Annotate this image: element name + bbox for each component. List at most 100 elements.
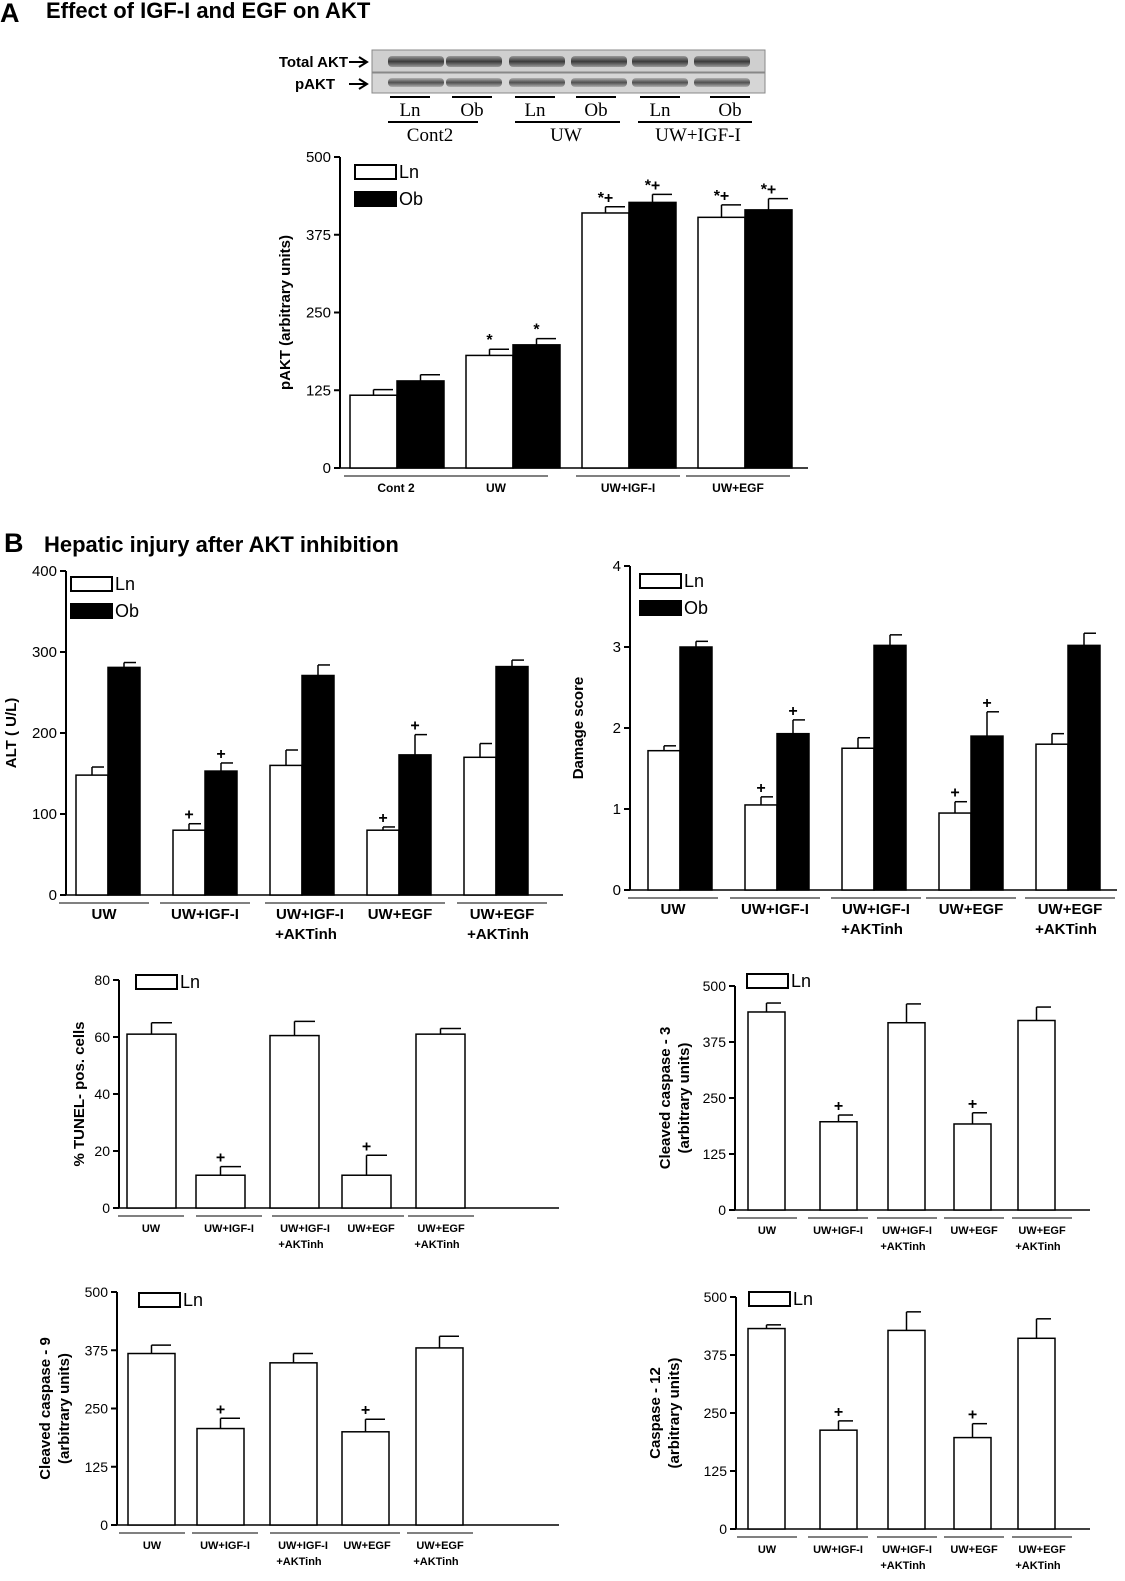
category-label: UW+IGF-I — [882, 1225, 932, 1237]
y-axis-label: Cleaved caspase - 9 — [37, 1337, 54, 1480]
bar-ln — [196, 1427, 245, 1526]
category-label: +AKTinh — [275, 926, 337, 943]
bar-ob — [301, 674, 335, 896]
category-label: UW+IGF-I — [280, 1223, 330, 1235]
category-label: +AKTinh — [841, 921, 903, 938]
bar-ln — [747, 1011, 786, 1211]
y-tick-label: 4 — [613, 558, 621, 575]
category-label: UW+IGF-I — [276, 906, 344, 923]
bar-ln — [647, 749, 681, 891]
legend-label: Ob — [684, 598, 708, 618]
category-label: +AKTinh — [278, 1239, 324, 1251]
legend-swatch-ob — [354, 191, 397, 207]
legend-swatch-ln — [746, 973, 789, 989]
bar-ob — [107, 666, 141, 896]
significance-mark: + — [968, 1096, 977, 1113]
category-label: +AKTinh — [1015, 1241, 1061, 1253]
bar-ln — [269, 1362, 318, 1526]
blot-lane-label: Ob — [584, 100, 607, 121]
legend-label: Ln — [399, 162, 419, 182]
significance-mark: + — [184, 807, 193, 824]
y-tick-label: 0 — [100, 1517, 108, 1533]
arrow-icon — [349, 78, 369, 90]
significance-mark: + — [834, 1098, 843, 1115]
bar-ln — [841, 747, 875, 891]
y-tick-label: 500 — [703, 978, 727, 994]
category-label: UW+EGF — [417, 1223, 465, 1235]
y-tick-label: 0 — [719, 1521, 727, 1537]
significance-mark: + — [410, 718, 419, 735]
category-label: Cont 2 — [377, 481, 415, 495]
legend-swatch-ln — [748, 1291, 791, 1307]
legend-label: Ln — [793, 1289, 813, 1309]
y-tick-label: 0 — [49, 887, 57, 904]
significance-mark: *+ — [761, 182, 777, 199]
significance-mark: *+ — [645, 177, 661, 194]
legend-swatch-ln — [70, 576, 113, 592]
y-tick-label: 60 — [94, 1029, 110, 1045]
arrow-icon — [349, 56, 369, 68]
bar-ob — [628, 201, 677, 469]
blot-group-label: UW — [550, 125, 582, 146]
bar-ln — [75, 774, 109, 896]
category-label: +AKTinh — [276, 1556, 322, 1568]
category-label: +AKTinh — [880, 1560, 926, 1572]
category-label: UW+EGF — [950, 1225, 998, 1237]
blot-band-pakt — [388, 78, 444, 87]
blot-lane-label: Ob — [460, 100, 483, 121]
blot-label-total-akt: Total AKT — [279, 54, 348, 71]
blot-band-pakt — [446, 78, 502, 87]
y-tick-label: 375 — [306, 227, 331, 244]
bar-ln — [581, 212, 630, 469]
y-tick-label: 300 — [32, 644, 57, 661]
bar-ob — [204, 770, 238, 896]
y-tick-label: 0 — [102, 1200, 110, 1216]
bar-ob — [679, 646, 713, 891]
category-label: UW+EGF — [939, 901, 1004, 918]
category-label: UW+IGF-I — [601, 481, 655, 495]
legend-label: Ln — [684, 571, 704, 591]
bar-ln — [366, 829, 400, 896]
legend-label: Ob — [115, 601, 139, 621]
y-tick-label: 0 — [323, 460, 331, 477]
y-tick-label: 2 — [613, 720, 621, 737]
significance-mark: + — [378, 810, 387, 827]
bar-ln — [172, 829, 206, 896]
chart-casp9: 0 125 250 375 500 Cleaved caspase - 9 (arbitra… — [37, 1284, 559, 1568]
blot-group-label: Cont2 — [407, 125, 453, 146]
western-blot: Total AKT pAKT Ln Ob Ln Ob Ln Ob Cont2 UW UW+IGF… — [279, 49, 766, 146]
significance-mark: *+ — [598, 190, 614, 207]
category-label: UW+EGF — [1018, 1225, 1066, 1237]
bar-ob — [970, 735, 1004, 891]
significance-mark: + — [788, 703, 797, 720]
blot-band-pakt — [632, 78, 688, 87]
y-tick-label: 400 — [32, 563, 57, 580]
y-axis-label: (arbitrary units) — [676, 1043, 693, 1154]
y-tick-label: 40 — [94, 1086, 110, 1102]
y-tick-label: 250 — [306, 305, 331, 322]
bar-ln — [938, 812, 972, 891]
blot-group-label: UW+IGF-I — [655, 125, 741, 146]
bar-ln — [415, 1033, 466, 1209]
blot-lane-label: Ln — [524, 100, 546, 121]
category-label: UW+EGF — [343, 1540, 391, 1552]
legend-swatch-ob — [70, 603, 113, 619]
significance-mark: + — [216, 1150, 225, 1167]
category-label: UW+EGF — [950, 1544, 998, 1556]
category-label: UW+IGF-I — [741, 901, 809, 918]
y-tick-label: 250 — [703, 1090, 727, 1106]
category-label: UW+IGF-I — [842, 901, 910, 918]
category-label: UW — [142, 1223, 161, 1235]
legend-swatch-ln — [354, 164, 397, 180]
chart-tunel: 0 20 40 60 80 % TUNEL- pos. cells + + UW UW+IGF-I… — [71, 972, 559, 1251]
y-tick-label: 1 — [613, 801, 621, 818]
significance-mark: + — [834, 1404, 843, 1421]
category-label: UW — [486, 481, 507, 495]
bar-ln — [415, 1347, 464, 1526]
chart-damage: 0 1 2 3 4 Damage score + + + + UW UW+IGF-I UW+IGF-I +… — [570, 558, 1117, 938]
bar-ln — [341, 1174, 392, 1209]
significance-mark: + — [216, 1401, 225, 1418]
y-tick-label: 0 — [613, 882, 621, 899]
